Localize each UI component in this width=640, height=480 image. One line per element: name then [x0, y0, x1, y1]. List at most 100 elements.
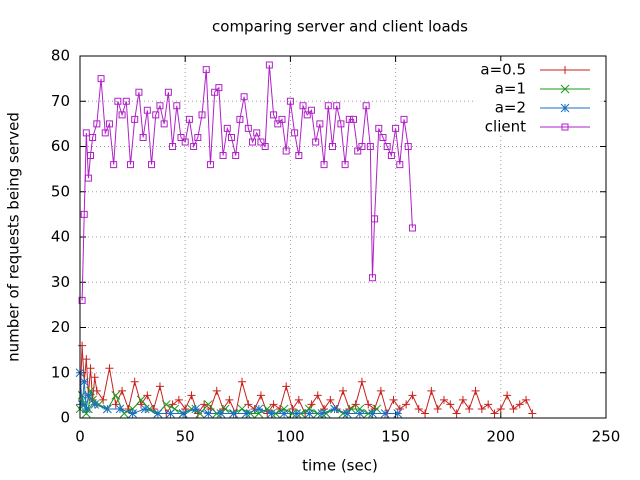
data-point	[304, 409, 314, 418]
data-point	[115, 404, 125, 414]
data-point	[515, 400, 524, 409]
data-point	[137, 400, 146, 409]
data-point	[364, 400, 373, 409]
y-tick-label: 80	[51, 47, 70, 65]
data-point	[140, 404, 150, 414]
data-point	[328, 143, 336, 150]
legend-hit	[474, 61, 604, 79]
data-point	[78, 341, 87, 350]
data-point	[93, 120, 101, 128]
series-line	[79, 345, 533, 416]
data-point	[316, 120, 324, 128]
data-point	[225, 395, 234, 404]
data-point	[383, 143, 391, 150]
data-point	[148, 161, 156, 169]
data-point	[177, 133, 185, 141]
data-point	[114, 97, 122, 105]
data-point	[111, 400, 120, 409]
data-point	[174, 395, 183, 404]
data-point	[484, 400, 493, 409]
data-point	[216, 409, 226, 418]
data-point	[375, 124, 383, 132]
data-point	[458, 395, 467, 404]
legend-hit	[474, 99, 604, 117]
data-point	[421, 409, 430, 418]
data-point	[279, 409, 289, 418]
data-point	[265, 61, 273, 69]
data-point	[477, 404, 486, 413]
data-point	[229, 409, 238, 418]
data-point	[387, 152, 395, 160]
data-point	[111, 391, 121, 400]
data-point	[522, 395, 531, 404]
data-point	[254, 404, 264, 414]
legend-label: a=0.5	[480, 61, 526, 79]
data-point	[278, 115, 286, 123]
x-tick-label: 50	[176, 428, 195, 446]
x-axis-label: time (sec)	[302, 457, 378, 475]
data-point	[198, 111, 206, 119]
data-point	[269, 400, 278, 409]
data-point	[130, 377, 139, 386]
data-point	[105, 364, 114, 373]
legend-label: a=1	[495, 80, 526, 98]
data-point	[161, 400, 171, 409]
data-point	[452, 409, 461, 418]
data-point	[376, 386, 385, 395]
data-point	[357, 377, 366, 386]
data-point	[509, 404, 518, 413]
data-point	[185, 115, 193, 123]
data-point	[362, 102, 370, 110]
data-point	[330, 404, 339, 414]
data-point	[153, 409, 163, 418]
x-tick-label: 150	[381, 428, 410, 446]
data-point	[81, 409, 91, 418]
data-point	[339, 386, 347, 395]
data-point	[135, 88, 143, 96]
y-tick-label: 10	[51, 363, 70, 381]
data-point	[244, 124, 252, 132]
data-point	[143, 391, 152, 400]
data-point	[249, 138, 257, 146]
data-point	[368, 274, 376, 282]
data-point	[126, 161, 134, 169]
data-point	[139, 133, 147, 141]
data-point	[393, 409, 403, 418]
data-point	[282, 382, 291, 391]
data-point	[219, 152, 227, 160]
legend-marker	[561, 66, 569, 74]
y-tick-label: 30	[51, 273, 70, 291]
legend-hit	[474, 80, 604, 98]
data-point	[110, 161, 118, 169]
data-point	[90, 373, 99, 382]
data-point	[156, 102, 164, 110]
x-tick-label: 0	[75, 428, 85, 446]
data-point	[155, 382, 164, 391]
data-point	[333, 102, 341, 110]
data-point	[496, 404, 505, 413]
data-point	[294, 395, 303, 404]
data-point	[86, 364, 95, 373]
x-tick-label: 200	[486, 428, 515, 446]
data-point	[160, 120, 168, 128]
y-tick-label: 40	[51, 228, 70, 246]
data-point	[143, 106, 151, 114]
data-point	[131, 115, 139, 123]
data-point	[244, 400, 253, 409]
data-point	[241, 409, 251, 418]
data-point	[178, 409, 188, 418]
data-point	[78, 296, 86, 304]
data-point	[342, 409, 352, 418]
x-tick-label: 250	[592, 428, 621, 446]
legend-marker	[561, 123, 569, 131]
legend-label: a=2	[495, 99, 526, 117]
data-point	[164, 88, 172, 96]
data-point	[253, 129, 261, 137]
data-point	[400, 115, 408, 123]
data-point	[86, 386, 95, 396]
data-point	[227, 133, 235, 141]
data-point	[87, 152, 95, 160]
data-point	[380, 409, 390, 418]
data-point	[169, 143, 177, 150]
chart-title: comparing server and client loads	[212, 18, 468, 36]
